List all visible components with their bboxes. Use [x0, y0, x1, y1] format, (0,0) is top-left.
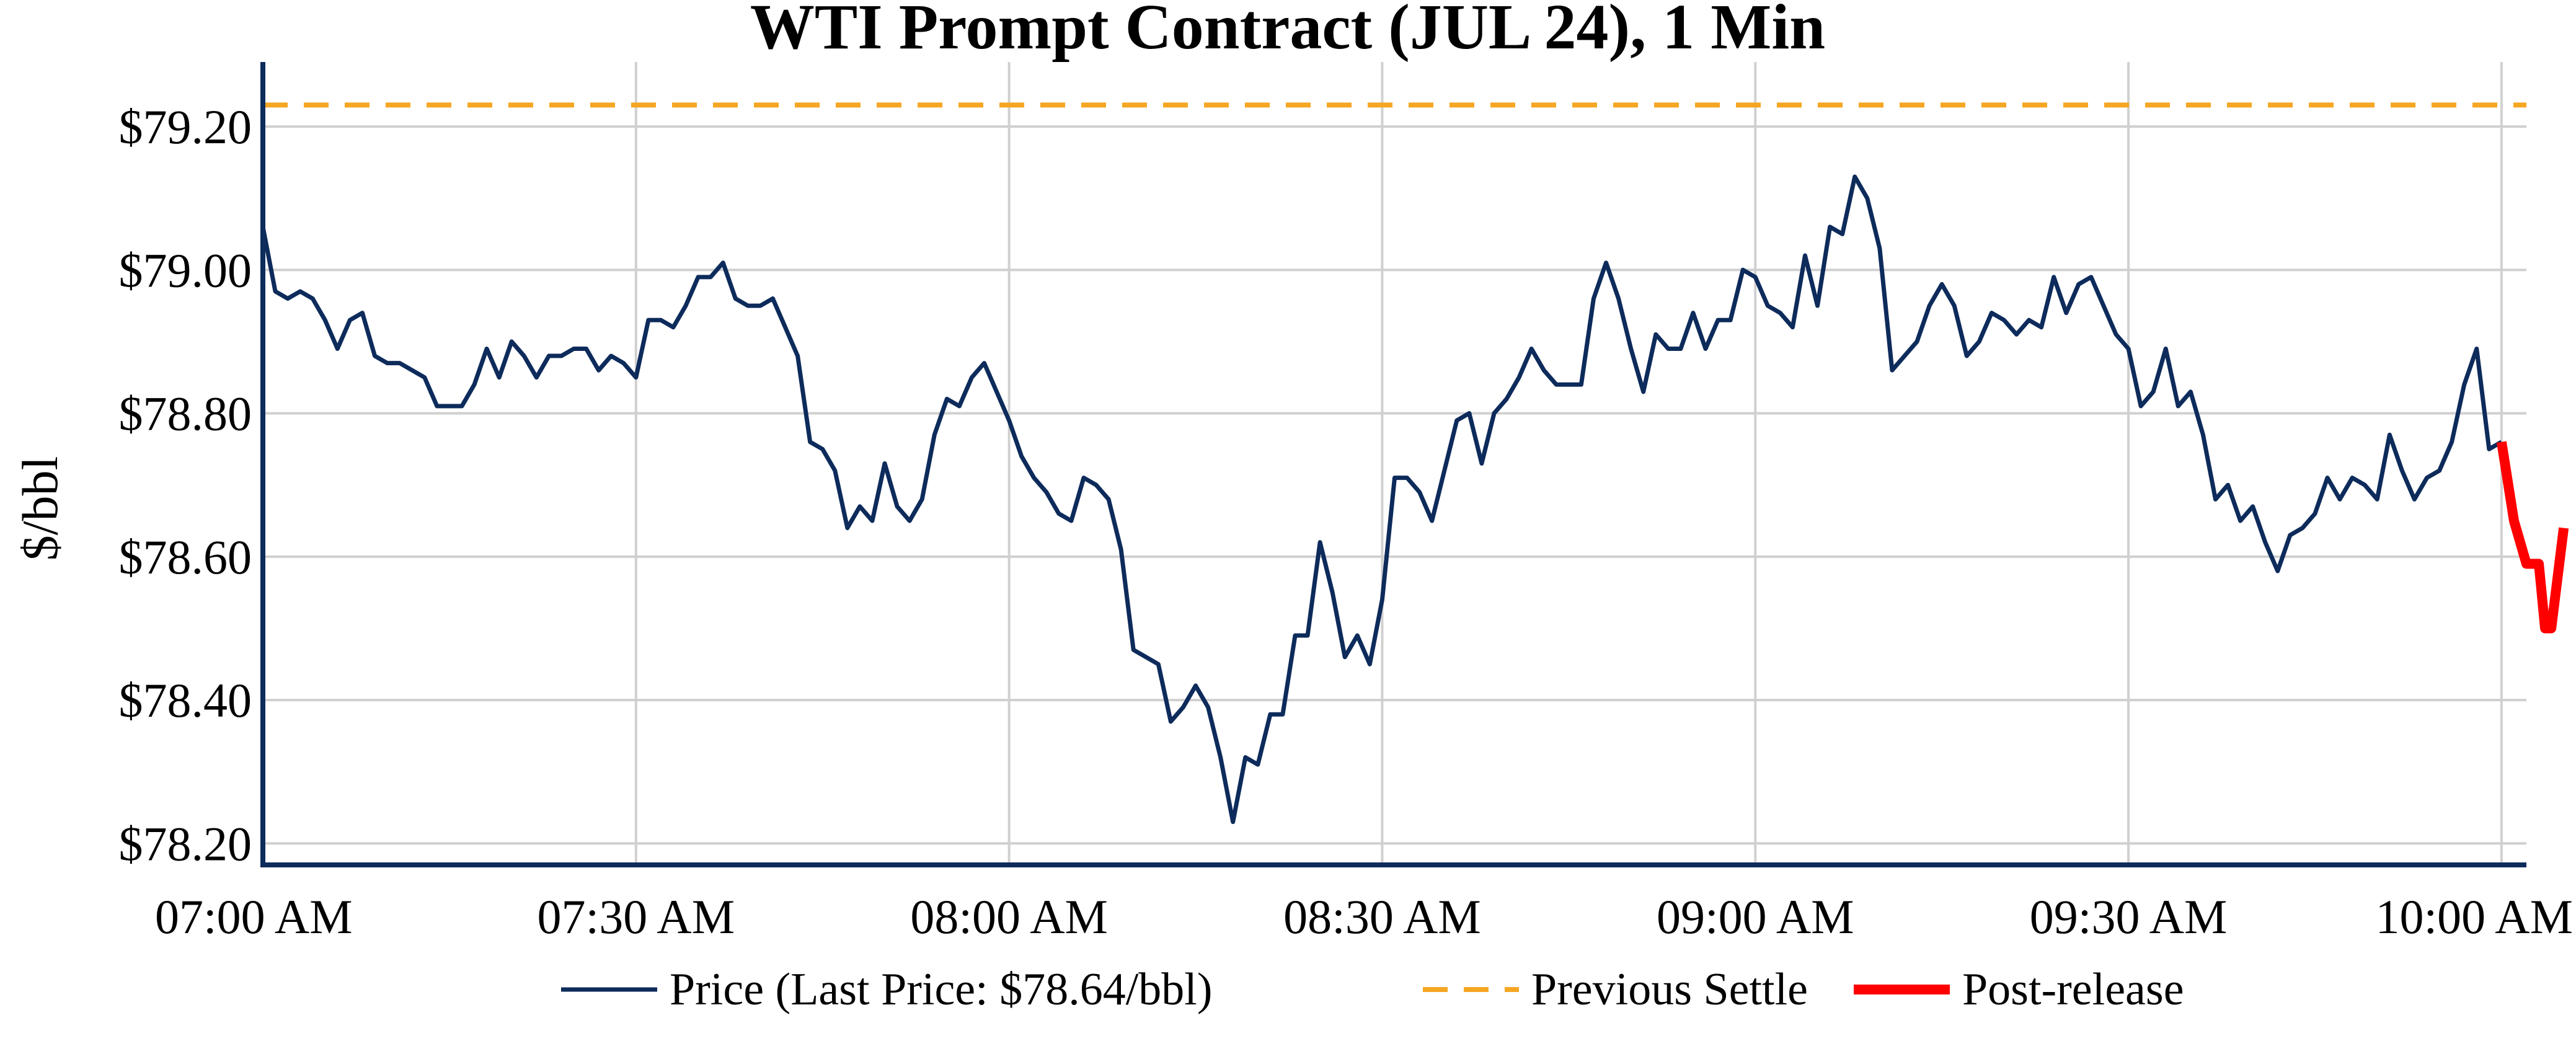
y-tick-label: $78.20 [119, 817, 252, 870]
x-tick-label: 07:30 AM [538, 890, 735, 944]
legend-label-1: Price (Last Price: $78.64/bbl) [670, 964, 1212, 1015]
legend: Price (Last Price: $78.64/bbl) Previous S… [561, 964, 2184, 1015]
series-line-1 [260, 174, 2503, 825]
grid [263, 62, 2526, 865]
legend-label-3: Post-release [1962, 964, 2184, 1015]
x-tick-label: 08:00 AM [910, 890, 1108, 944]
series [260, 102, 2569, 825]
x-tick-label: 09:00 AM [1657, 890, 1854, 944]
series-line-3 [2496, 441, 2569, 634]
x-tick-label: 10:00 AM [2375, 890, 2573, 944]
y-tick-label: $78.40 [119, 673, 252, 727]
legend-label-2: Previous Settle [1531, 964, 1808, 1015]
y-tick-label: $79.00 [119, 243, 252, 297]
x-tick-label: 07:00 AM [155, 890, 353, 944]
x-tick-label: 08:30 AM [1283, 890, 1481, 944]
y-tick-label: $79.20 [119, 100, 252, 154]
axes [260, 62, 2526, 867]
tick-labels: $78.20 $78.40 $78.60 $78.80 $79.00 $79.20 07:0… [119, 100, 2574, 944]
x-tick-label: 09:30 AM [2030, 890, 2228, 944]
y-tick-label: $78.60 [119, 530, 252, 584]
y-axis-label: $/bbl [12, 456, 68, 561]
chart-title: WTI Prompt Contract (JUL 24), 1 Min [750, 0, 1825, 63]
y-tick-label: $78.80 [119, 387, 252, 441]
